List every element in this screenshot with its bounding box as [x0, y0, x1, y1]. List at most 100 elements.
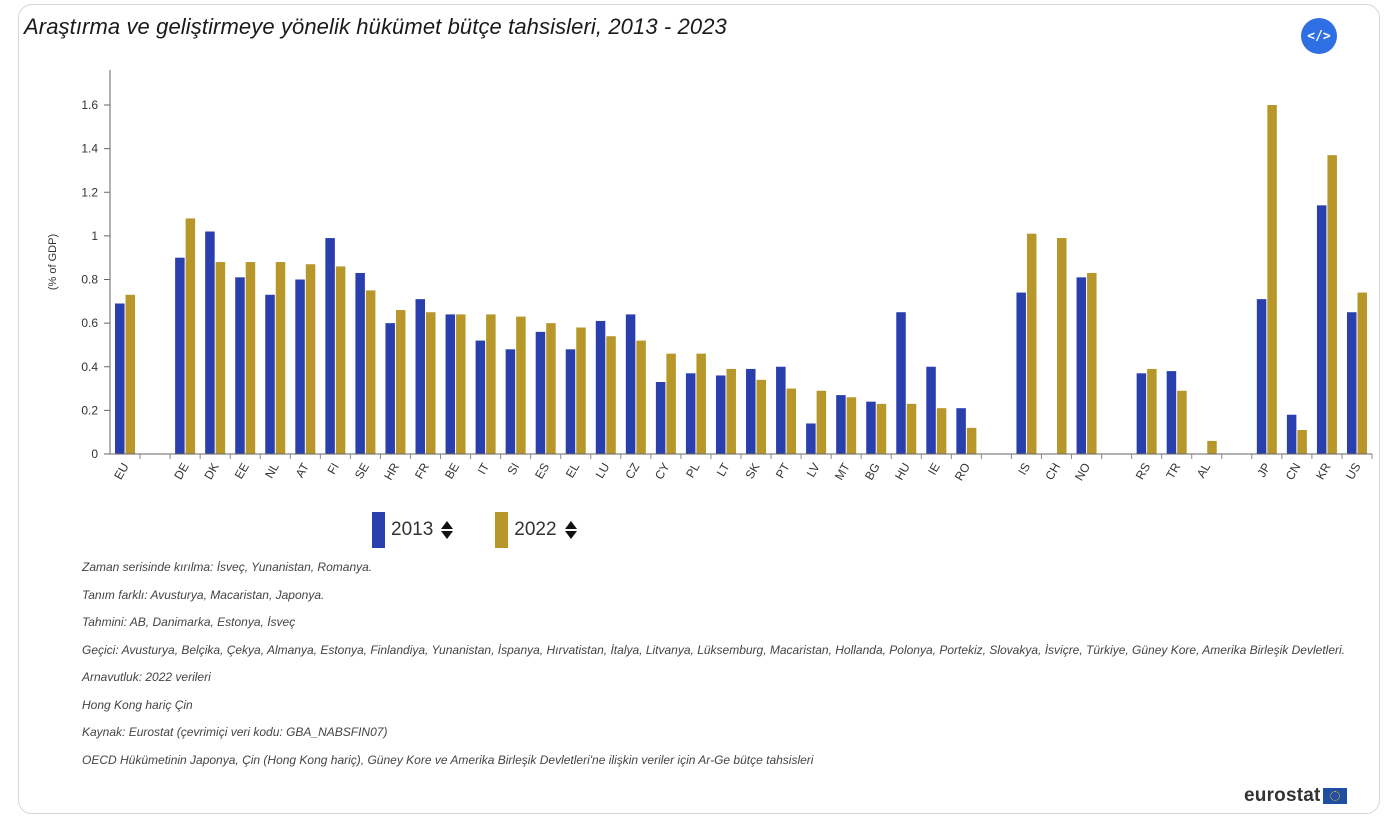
footnotes: Zaman serisinde kırılma: İsveç, Yunanist… [82, 554, 1382, 774]
bar-2022-DK [215, 262, 226, 454]
x-tick-label: IT [475, 460, 493, 477]
eu-flag-icon [1322, 788, 1347, 804]
bar-2013-CY [655, 382, 666, 454]
bar-2022-KR [1327, 155, 1337, 454]
bar-2013-HR [385, 323, 395, 454]
bar-2013-NL [265, 294, 275, 454]
bar-2013-LV [806, 423, 816, 454]
y-tick-label: 1 [91, 229, 98, 243]
x-tick-label: MT [832, 460, 853, 483]
bar-2013-SI [505, 349, 516, 454]
bar-2022-FI [335, 266, 346, 454]
y-axis: 0 0.2 0.4 0.6 0.8 1 1.2 1.4 1.6 (% of GDP) [47, 70, 111, 461]
y-tick-label: 1.6 [81, 98, 98, 112]
bar-2022-ES [546, 323, 556, 454]
y-tick-label: 0 [91, 447, 98, 461]
y-tick-label: 0.2 [81, 403, 98, 417]
bar-2022-IS [1026, 233, 1037, 454]
x-tick-label: EL [563, 460, 583, 480]
x-tick-label: JP [1254, 461, 1273, 480]
x-tick-label: RS [1133, 461, 1153, 482]
bar-2022-LU [606, 336, 616, 454]
bar-2022-CH [1057, 238, 1067, 454]
bar-2013-EE [235, 277, 245, 454]
bar-2022-AT [305, 264, 316, 454]
bar-2013-DE [175, 257, 185, 454]
x-tick-label: LV [804, 461, 823, 480]
x-tick-label: ES [532, 461, 552, 482]
bar-2022-IE [936, 408, 947, 454]
x-tick-label: AT [293, 460, 313, 480]
x-tick-label: PT [773, 460, 793, 481]
bar-2022-DE [185, 218, 196, 454]
x-tick-label: CZ [622, 461, 642, 482]
x-tick-label: SI [504, 461, 522, 478]
y-tick-label: 1.2 [81, 185, 98, 199]
x-tick-label: US [1343, 461, 1363, 482]
x-tick-label: NL [262, 460, 282, 481]
bar-2013-US [1346, 312, 1357, 454]
footnote: Tanım farklı: Avusturya, Macaristan, Jap… [82, 587, 325, 602]
legend-item-2022[interactable]: 2022 [495, 512, 577, 548]
x-tick-label: CN [1283, 461, 1304, 483]
sort-icon[interactable] [441, 521, 454, 539]
bar-2013-LT [715, 375, 726, 454]
bar-2013-NO [1076, 277, 1087, 454]
legend-swatch-2013 [372, 512, 385, 548]
bar-2022-CN [1297, 430, 1307, 454]
legend-swatch-2022 [495, 512, 509, 548]
x-tick-label: LU [593, 461, 613, 481]
footnote: Tahmini: AB, Danimarka, Estonya, İsveç [82, 615, 296, 629]
x-tick-label: IS [1015, 461, 1033, 478]
x-tick-label: BE [442, 461, 462, 482]
bar-2022-EL [576, 327, 586, 454]
bar-2013-JP [1256, 299, 1267, 454]
footnote: Arnavutluk: 2022 verileri [82, 670, 211, 684]
bar-2022-TR [1177, 390, 1187, 454]
footnote: Hong Kong hariç Çin [82, 697, 193, 712]
bar-2013-PL [685, 373, 696, 454]
bar-2013-PT [776, 366, 786, 454]
x-tick-label: IE [925, 461, 943, 478]
bar-2013-RO [956, 408, 966, 454]
legend-label-2022: 2022 [514, 519, 557, 540]
x-tick-label: NO [1072, 461, 1093, 484]
chart-title: Araştırma ve geliştirmeye yönelik hüküme… [24, 14, 727, 39]
footnote: OECD Hükümetinin Japonya, Çin (Hong Kong… [82, 752, 814, 767]
x-tick-label: EE [232, 461, 252, 482]
bar-2013-CN [1286, 414, 1297, 454]
x-tick-label: EU [111, 461, 131, 482]
x-tick-label: BG [862, 461, 883, 483]
legend-item-2013[interactable]: 2013 [372, 512, 454, 548]
x-tick-label: CY [652, 461, 672, 482]
sort-icon[interactable] [564, 521, 577, 539]
x-tick-label: AL [1194, 460, 1214, 480]
footnote: Geçici: Avusturya, Belçika, Çekya, Alman… [82, 642, 1345, 657]
x-axis: EU DE DK EE NL AT FI SE HR FR BE IT SI ES EL LU CZ CY PL LT… [110, 453, 1373, 484]
bar-2022-BE [456, 314, 466, 454]
legend: 2013 2022 [372, 510, 619, 550]
x-tick-label: LT [714, 460, 733, 479]
bar-2022-PL [696, 353, 706, 454]
bar-2022-RS [1147, 368, 1157, 454]
bar-2022-JP [1267, 105, 1277, 454]
eurostat-logo: eurostat [1244, 785, 1347, 807]
bar-2022-IT [486, 314, 496, 454]
bar-2013-IE [926, 366, 936, 454]
y-axis-label: (% of GDP) [47, 234, 59, 290]
x-tick-label: SE [352, 461, 372, 482]
bar-2022-SK [756, 379, 767, 454]
embed-code-button[interactable]: </> [1301, 18, 1337, 54]
y-tick-label: 0.6 [81, 316, 98, 330]
bar-2013-AT [295, 279, 305, 454]
bar-2022-SI [516, 316, 526, 454]
x-tick-label: DK [201, 461, 221, 482]
bars [115, 105, 1367, 454]
bar-2022-NL [275, 262, 286, 454]
y-tick-label: 1.4 [81, 142, 98, 156]
bar-2013-CZ [625, 314, 636, 454]
bar-2022-LT [726, 368, 736, 454]
x-tick-label: HR [381, 460, 402, 482]
footnote: Kaynak: Eurostat (çevrimiçi veri kodu: G… [82, 725, 388, 739]
